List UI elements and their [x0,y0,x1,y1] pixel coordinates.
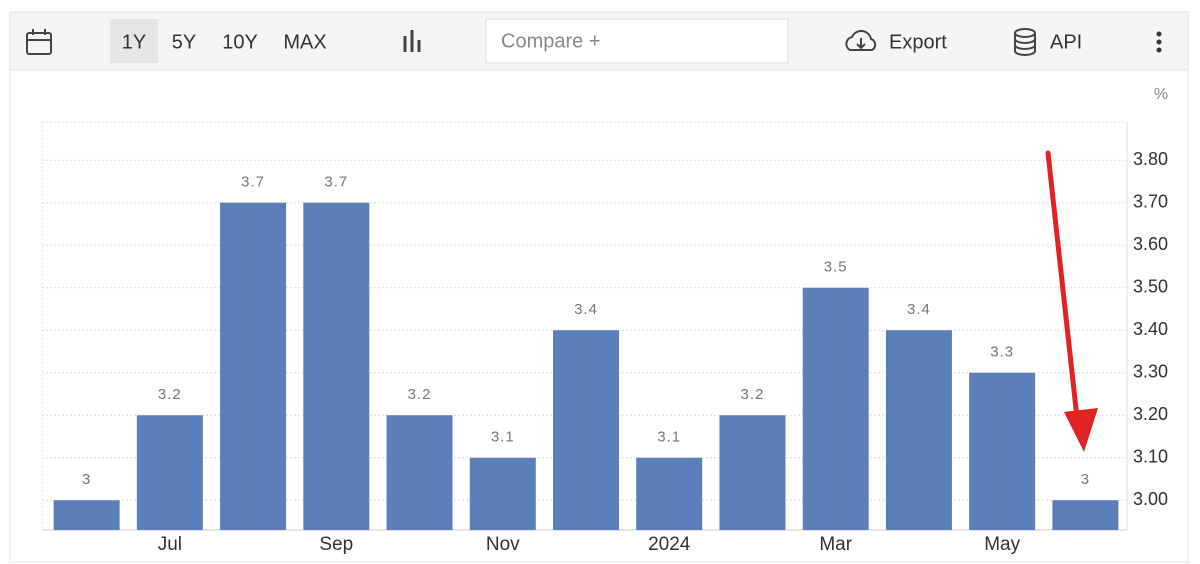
bar [53,500,120,530]
x-tick-label: Sep [319,534,353,555]
y-tick-label: 3.40 [1133,319,1168,339]
chart-type-icon[interactable] [403,30,421,52]
bar [386,415,453,530]
bar [1052,500,1119,530]
y-tick-label: 3.50 [1133,277,1168,297]
calendar-icon[interactable] [26,29,52,55]
y-tick-label: 3.70 [1133,192,1168,212]
range-button[interactable]: MAX [283,31,326,53]
data-label: 3.2 [408,386,432,403]
data-label: 3 [1081,471,1090,488]
menu-icon[interactable] [1156,31,1162,53]
x-tick-label: Nov [486,534,520,555]
range-button[interactable]: 5Y [172,31,196,53]
compare-input[interactable] [485,18,789,64]
unit-label: % [1154,86,1168,103]
y-tick-label: 3.60 [1133,234,1168,254]
bar [136,415,203,530]
y-tick-label: 3.30 [1133,362,1168,382]
range-button[interactable]: 10Y [222,31,258,53]
api-icon[interactable] [1014,28,1036,56]
bar [969,372,1036,530]
data-label: 3.7 [241,174,265,191]
bar [303,202,370,530]
x-tick-label: Jul [158,534,182,555]
data-label: 3.7 [324,174,348,191]
api-button[interactable]: API [1050,31,1082,53]
data-label: 3.2 [741,386,765,403]
x-tick-label: 2024 [648,534,691,555]
plot: 3.00 3.10 3.20 3.30 3.40 3.50 3.60 3.70 3.80 3 Jul… [41,121,1168,555]
data-label: 3.1 [491,429,515,446]
export-icon[interactable] [845,29,877,51]
range-selected [110,19,158,63]
bar [469,457,536,530]
bar [220,202,287,530]
data-label: 3.5 [824,259,848,276]
bar [553,330,619,530]
x-tick-label: May [984,534,1020,555]
y-tick-label: 3.10 [1133,447,1168,467]
y-tick-label: 3.20 [1133,404,1168,424]
annotation-arrow [1045,150,1098,452]
range-button[interactable]: 1Y [122,31,146,53]
data-label: 3.3 [990,344,1014,361]
bar [719,415,786,530]
data-label: 3 [82,471,91,488]
data-label: 3.4 [574,301,598,318]
data-label: 3.4 [907,301,931,318]
bar [802,287,869,530]
y-tick-label: 3.00 [1133,489,1168,509]
data-label: 3.2 [158,386,182,403]
y-tick-label: 3.80 [1133,149,1168,169]
bar [636,457,703,530]
data-label: 3.1 [657,429,681,446]
compare-placeholder: Compare + [501,30,601,52]
bar [885,330,952,530]
export-button[interactable]: Export [889,31,947,53]
x-tick-label: Mar [819,534,852,555]
